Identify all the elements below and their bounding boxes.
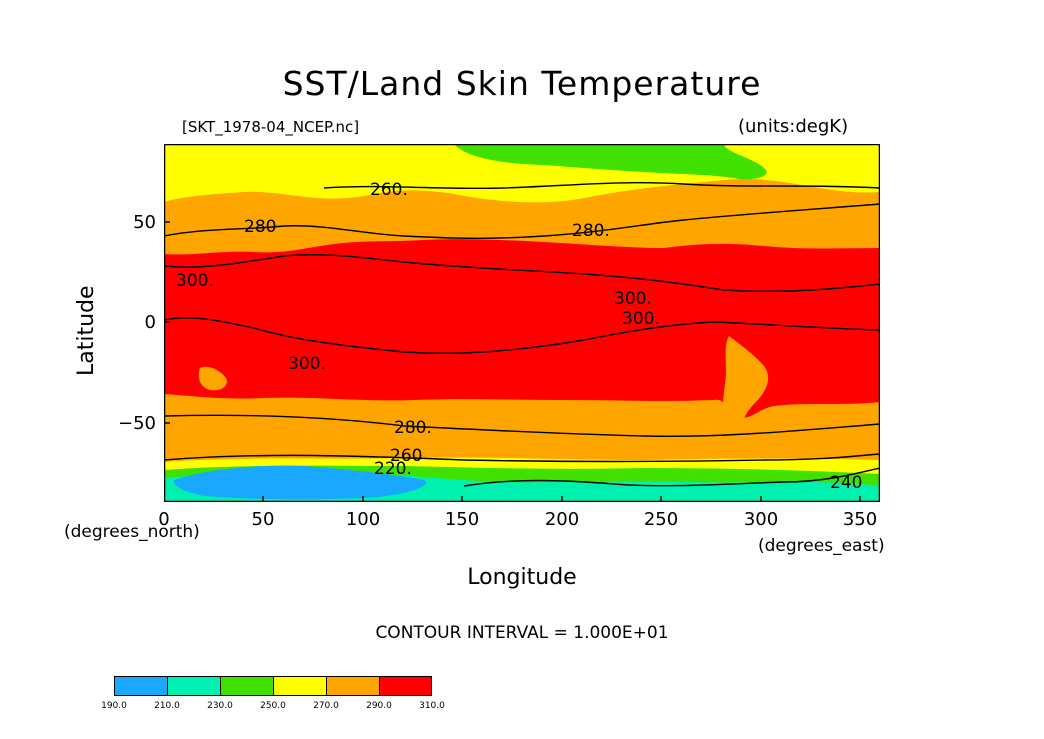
temperature-map: 260. 280 280. 300. 300. 300. 300. 280. 2… <box>164 144 880 502</box>
contour-label: 300. <box>176 271 214 291</box>
contour-label: 280 <box>244 217 276 237</box>
band-red-tropics <box>164 239 880 418</box>
colorbar-swatch <box>273 676 327 696</box>
x-tick-300: 300 <box>743 509 779 530</box>
axis-ticks <box>164 221 861 502</box>
contour-label: 300. <box>622 309 660 329</box>
colorbar-tick: 190.0 <box>101 701 127 711</box>
contour-280-north <box>164 203 880 240</box>
band-blue-antarctica <box>173 465 426 500</box>
y-units-label: (degrees_north) <box>64 522 200 542</box>
colorbar-swatch <box>114 676 168 696</box>
chart-title: SST/Land Skin Temperature <box>282 64 762 103</box>
contour-label: 240 <box>830 473 862 493</box>
x-tick-100: 100 <box>345 509 381 530</box>
colorbar-tick: 290.0 <box>366 701 392 711</box>
australia-orange-patch <box>198 366 227 391</box>
map-frame <box>164 144 880 502</box>
contour-interval-note: CONTOUR INTERVAL = 1.000E+01 <box>375 623 669 643</box>
colorbar-swatch <box>379 676 432 696</box>
contour-300-equator <box>164 317 880 354</box>
colorbar-tick: 230.0 <box>207 701 233 711</box>
colorbar-tick: 310.0 <box>419 701 445 711</box>
contour-label: 300. <box>288 354 326 374</box>
units-label: (units:degK) <box>738 116 849 137</box>
band-green-north <box>454 144 767 180</box>
x-tick-200: 200 <box>544 509 580 530</box>
dataset-filename: [SKT_1978-04_NCEP.nc] <box>182 118 360 136</box>
x-tick-0: 0 <box>158 509 170 530</box>
contour-label: 280. <box>572 221 610 241</box>
contour-label: 260 <box>390 446 422 466</box>
x-tick-50: 50 <box>251 509 275 530</box>
contour-260-south <box>164 453 880 463</box>
contour-label: 300. <box>614 289 652 309</box>
colorbar-tick: 270.0 <box>313 701 339 711</box>
andes-orange-patch <box>722 336 769 439</box>
x-tick-150: 150 <box>444 509 480 530</box>
y-tick-50: 50 <box>133 212 156 233</box>
colorbar-tick: 210.0 <box>154 701 180 711</box>
contour-label: 220. <box>374 459 412 479</box>
x-tick-350: 350 <box>842 509 878 530</box>
contour-280-south <box>164 414 880 438</box>
colorbar-swatch <box>220 676 274 696</box>
x-axis-label: Longitude <box>467 565 577 590</box>
x-tick-250: 250 <box>643 509 679 530</box>
contour-label: 260. <box>370 180 408 200</box>
colorbar-swatch <box>167 676 221 696</box>
colorbar-swatch <box>326 676 380 696</box>
y-tick-minus-50: −50 <box>118 413 156 434</box>
contour-240-south <box>463 467 880 487</box>
contour-lines <box>164 181 880 487</box>
contour-260-north <box>323 181 880 190</box>
contour-label: 280. <box>394 418 432 438</box>
y-tick-0: 0 <box>144 312 156 333</box>
colorbar-tick: 250.0 <box>260 701 286 711</box>
x-units-label: (degrees_east) <box>758 536 885 556</box>
contour-300-north <box>164 254 880 293</box>
